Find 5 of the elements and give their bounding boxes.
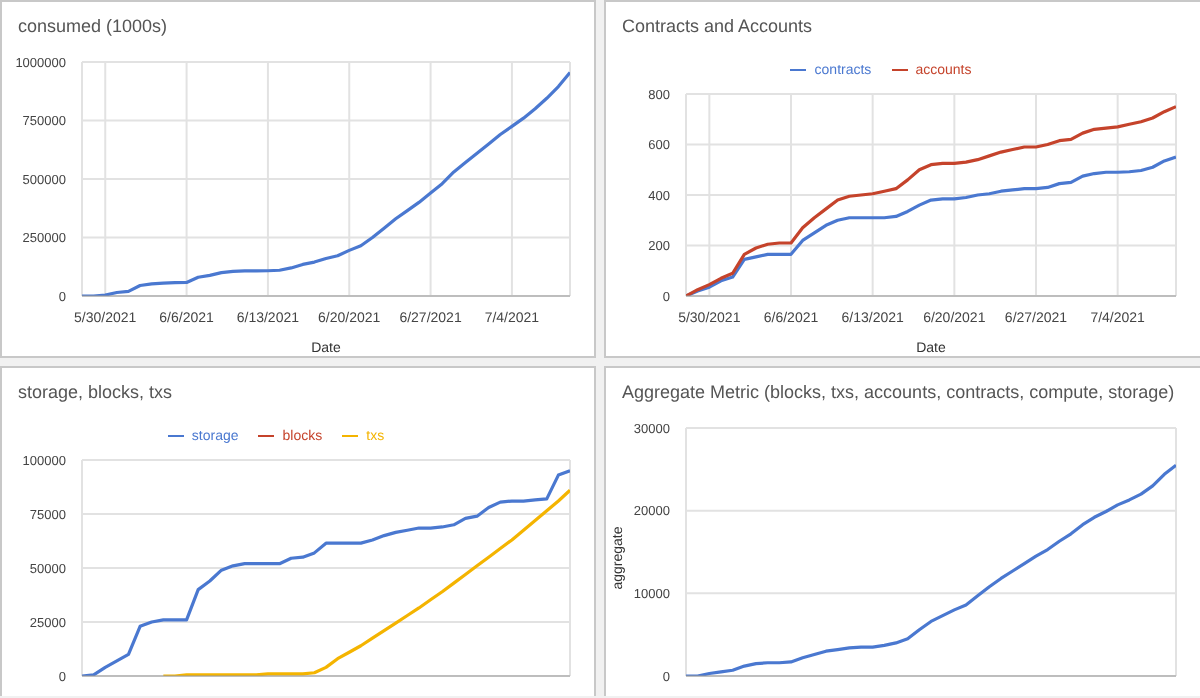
chart-title: consumed (1000s) (16, 14, 170, 40)
chart-title: Contracts and Accounts (620, 14, 815, 40)
line-series (161, 488, 570, 676)
chart-title: storage, blocks, txs (16, 380, 175, 406)
chart-title: Aggregate Metric (blocks, txs, accounts, contracts, compute, storage) (620, 380, 1177, 406)
